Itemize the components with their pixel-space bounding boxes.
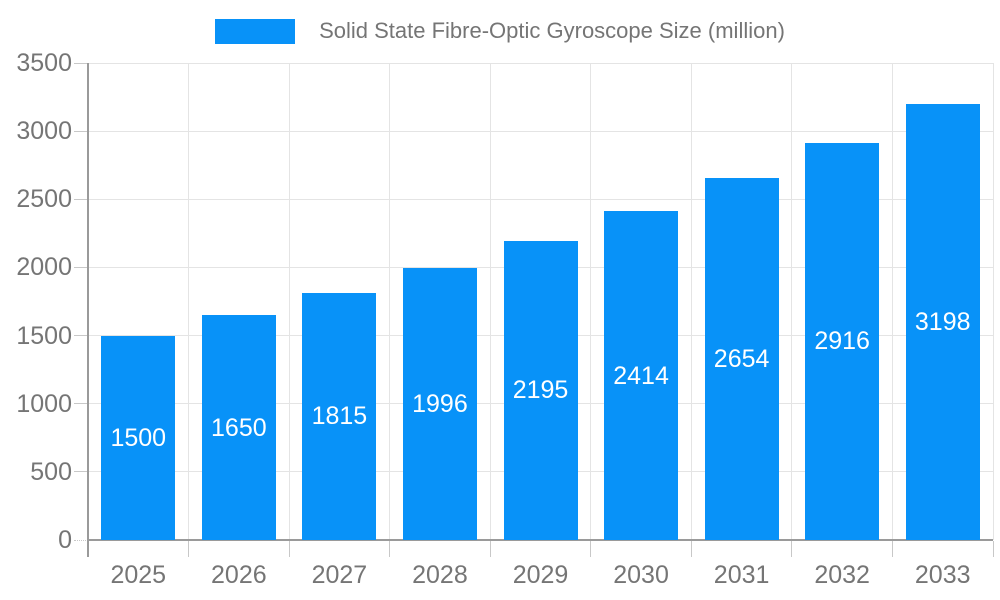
y-tick-label: 1000 — [16, 389, 72, 418]
x-tick — [590, 541, 592, 557]
x-tick — [690, 541, 692, 557]
x-tick-label: 2032 — [814, 561, 870, 589]
x-tick-label: 2027 — [311, 561, 368, 589]
bar-value-label: 1815 — [311, 402, 368, 431]
y-tick — [74, 539, 88, 541]
v-gridline — [590, 63, 592, 540]
y-tick-label: 2500 — [16, 185, 72, 214]
y-tick — [74, 62, 88, 64]
v-gridline — [288, 63, 290, 540]
bar[interactable] — [704, 178, 779, 540]
y-tick-label: 500 — [30, 457, 72, 486]
bar[interactable] — [503, 240, 578, 540]
bar-value-label: 3198 — [914, 308, 971, 337]
x-tick — [389, 541, 391, 557]
bar[interactable] — [302, 292, 377, 540]
x-tick — [188, 541, 190, 557]
y-tick — [74, 471, 88, 473]
bar[interactable] — [201, 315, 276, 540]
y-tick — [74, 335, 88, 337]
legend-swatch[interactable] — [215, 18, 296, 44]
bar-value-label: 2414 — [613, 361, 669, 390]
y-tick — [74, 130, 88, 132]
v-gridline — [690, 63, 692, 540]
bar[interactable] — [402, 267, 477, 540]
bar[interactable] — [905, 104, 980, 540]
bar[interactable] — [805, 142, 880, 540]
y-tick — [74, 403, 88, 405]
bar[interactable] — [101, 335, 176, 540]
bar-value-label: 2916 — [814, 327, 870, 356]
x-tick-label: 2029 — [512, 561, 569, 589]
bar[interactable] — [604, 211, 679, 540]
bar-value-label: 1996 — [412, 389, 468, 418]
bar-value-label: 2654 — [713, 345, 770, 374]
v-gridline — [791, 63, 793, 540]
h-gridline — [88, 130, 993, 132]
v-gridline — [389, 63, 391, 540]
x-tick-label: 2028 — [412, 561, 468, 589]
x-tick-label: 2031 — [713, 561, 770, 589]
x-tick — [489, 541, 491, 557]
bar-value-label: 1650 — [211, 413, 267, 442]
x-tick — [891, 541, 893, 557]
bar-value-label: 2195 — [512, 376, 569, 405]
x-tick — [791, 541, 793, 557]
y-tick-label: 1500 — [16, 321, 72, 350]
v-gridline — [891, 63, 893, 540]
h-gridline — [88, 198, 993, 200]
x-axis-line — [88, 539, 993, 541]
bar-value-label: 1500 — [110, 423, 167, 452]
v-gridline — [188, 63, 190, 540]
x-tick — [288, 541, 290, 557]
y-tick-label: 2000 — [16, 253, 72, 282]
y-axis-line — [87, 63, 89, 557]
y-tick — [74, 266, 88, 268]
y-tick-label: 3500 — [16, 49, 72, 77]
y-tick — [74, 198, 88, 200]
y-tick-label: 3000 — [16, 117, 72, 146]
h-gridline — [88, 62, 993, 64]
v-gridline — [489, 63, 491, 540]
x-tick-label: 2030 — [613, 561, 669, 589]
legend-label[interactable]: Solid State Fibre-Optic Gyroscope Size (… — [319, 18, 785, 43]
x-tick — [992, 541, 994, 557]
x-tick-label: 2033 — [914, 561, 971, 589]
x-tick-label: 2025 — [110, 561, 167, 589]
v-gridline — [992, 63, 994, 540]
y-tick-label: 0 — [58, 526, 72, 554]
legend[interactable]: Solid State Fibre-Optic Gyroscope Size (… — [0, 18, 1000, 44]
x-tick-label: 2026 — [211, 561, 267, 589]
